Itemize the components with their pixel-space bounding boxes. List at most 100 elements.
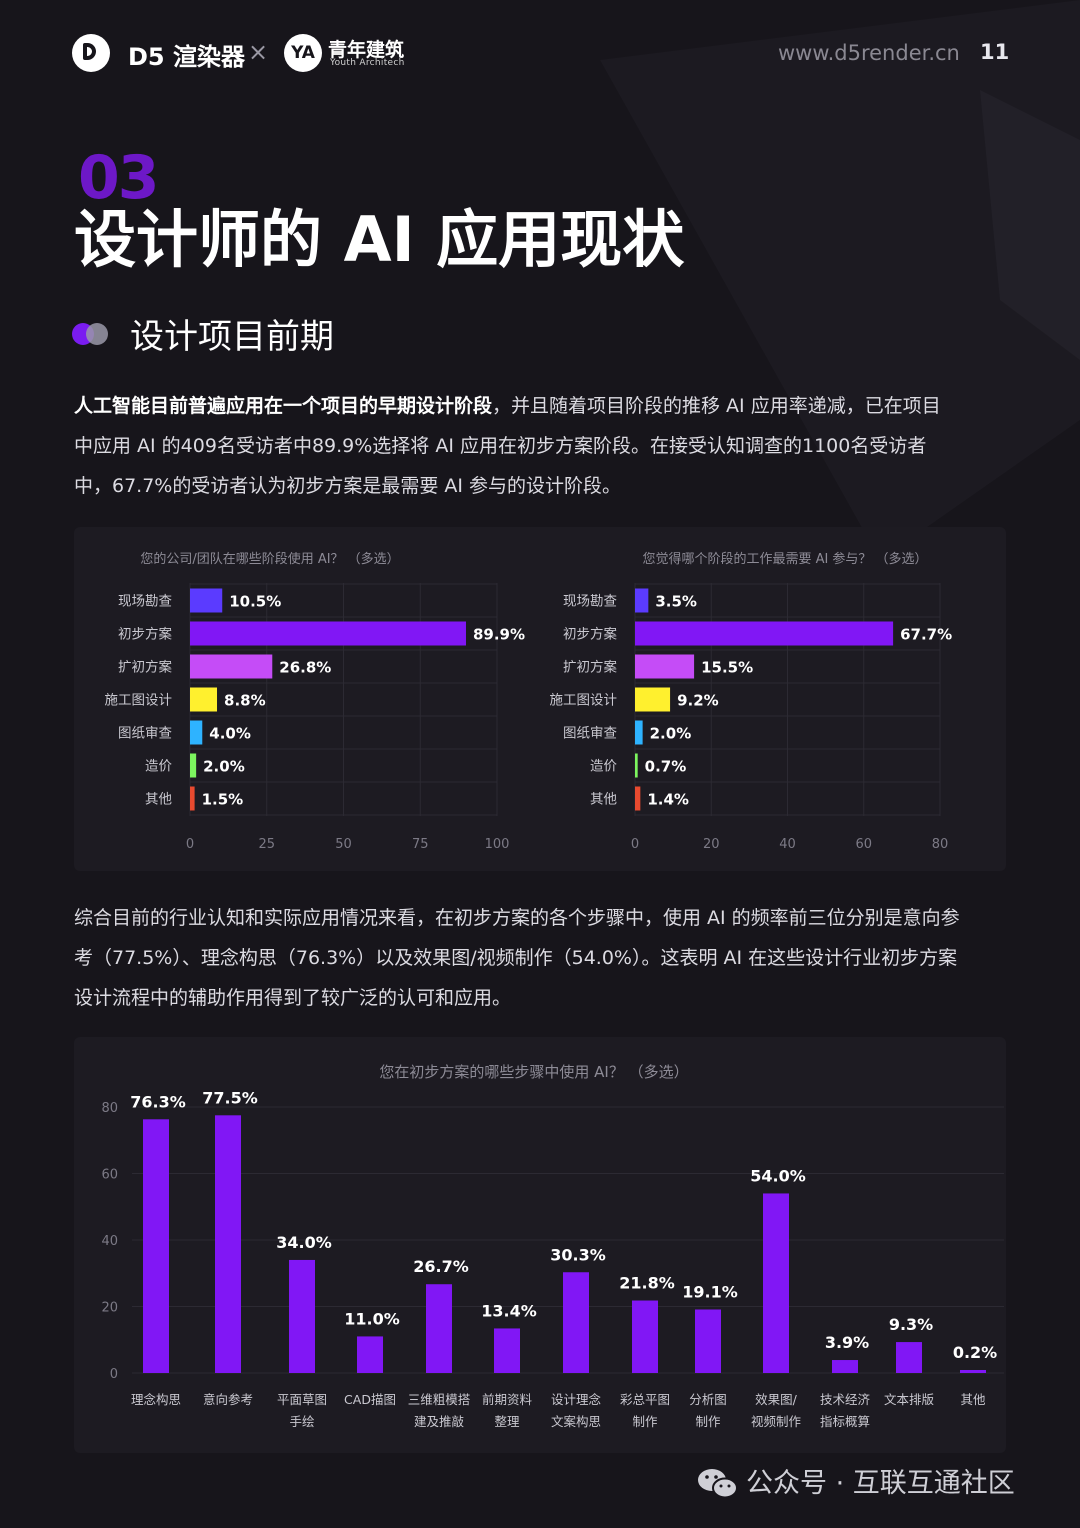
v-value-label: 11.0% xyxy=(344,1309,400,1328)
v-category-label: 整理 xyxy=(494,1414,520,1429)
h2-category-label: 图纸审查 xyxy=(563,726,617,742)
intro-line1-rest: ，并且随着项目阶段的推移 AI 应用率递减，已在项目 xyxy=(492,395,941,417)
v-bar xyxy=(563,1272,589,1373)
v-category-label: 理念构思 xyxy=(131,1392,181,1407)
h2-value-label: 67.7% xyxy=(900,626,952,644)
h1-category-label: 初步方案 xyxy=(118,626,172,643)
section-subtitle: 设计项目前期 xyxy=(130,317,334,357)
footer-text: 公众号 · 互联互通社区 xyxy=(746,1468,1015,1499)
h2-bar xyxy=(635,753,638,778)
h1-chart-title: 您的公司/团队在哪些阶段使用 AI？ （多选） xyxy=(140,551,399,567)
v-value-label: 54.0% xyxy=(750,1166,806,1185)
v-y-tick-label: 80 xyxy=(101,1101,118,1116)
h1-category-label: 扩初方案 xyxy=(118,659,172,676)
intro-bold-text: 人工智能目前普遍应用在一个项目的早期设计阶段 xyxy=(74,395,493,417)
h1-bar xyxy=(190,654,273,679)
h1-category-label: 施工图设计 xyxy=(105,693,173,709)
h1-value-label: 89.9% xyxy=(473,626,525,644)
h1-value-label: 2.0% xyxy=(203,758,245,776)
h2-value-label: 1.4% xyxy=(647,791,689,809)
h2-bar xyxy=(635,786,641,811)
v-y-tick-label: 0 xyxy=(110,1367,118,1382)
summary-line3: 设计流程中的辅助作用得到了较广泛的认可和应用。 xyxy=(74,987,512,1009)
intro-line2: 中应用 AI 的409名受访者中89.9%选择将 AI 应用在初步方案阶段。在接… xyxy=(74,435,927,457)
v-category-label: 指标概算 xyxy=(820,1414,870,1429)
v-category-label: 制作 xyxy=(632,1414,658,1429)
v-bar xyxy=(896,1342,922,1373)
h1-category-label: 造价 xyxy=(145,759,172,775)
v-category-label: 效果图/ xyxy=(755,1392,798,1407)
v-y-tick-label: 60 xyxy=(101,1168,118,1183)
v-value-label: 9.3% xyxy=(889,1315,933,1334)
v-category-label: 彩总平图 xyxy=(620,1392,670,1407)
v-category-label: 文案构思 xyxy=(551,1414,601,1429)
d5-logo-icon xyxy=(72,34,110,72)
h1-category-label: 其他 xyxy=(145,792,172,808)
h2-category-label: 造价 xyxy=(590,759,618,775)
v-bar xyxy=(832,1360,858,1373)
v-bar xyxy=(143,1119,169,1373)
summary-line2: 考（77.5%）、理念构思（76.3%）以及效果图/视频制作（54.0%）。这表… xyxy=(74,947,958,969)
v-value-label: 3.9% xyxy=(825,1333,869,1352)
h1-bar xyxy=(190,753,197,778)
page-title: 设计师的 AI 应用现状 xyxy=(74,203,685,276)
page-number: 11 xyxy=(980,40,1010,64)
v-category-label: 技术经济 xyxy=(820,1392,871,1407)
cross-separator: × xyxy=(248,38,269,66)
steps-chart-svg: 您在初步方案的哪些步骤中使用 AI？ （多选） 0 20 40 60 80 76.3% 理念构… xyxy=(101,1063,1004,1429)
v-chart-title: 您在初步方案的哪些步骤中使用 AI？ （多选） xyxy=(379,1063,688,1081)
v-bar xyxy=(494,1328,520,1373)
h2-value-label: 2.0% xyxy=(650,725,692,743)
intro-line3: 中，67.7%的受访者认为初步方案是最需要 AI 参与的设计阶段。 xyxy=(74,475,622,497)
h2-x-tick-label: 40 xyxy=(779,837,796,852)
h1-bar xyxy=(190,720,203,745)
h2-chart-title: 您觉得哪个阶段的工作最需要 AI 参与？ （多选） xyxy=(642,551,927,567)
v-value-label: 26.7% xyxy=(413,1257,469,1276)
v-category-label: 设计理念 xyxy=(551,1392,602,1407)
h2-bar xyxy=(635,720,643,745)
h2-value-label: 15.5% xyxy=(701,659,753,677)
youth-architect-logo-icon: YA xyxy=(284,34,322,72)
h2-x-tick-label: 0 xyxy=(631,837,639,852)
steps-chart-card: 您在初步方案的哪些步骤中使用 AI？ （多选） 0 20 40 60 80 76.3% 理念构… xyxy=(74,1037,1006,1453)
v-y-tick-label: 40 xyxy=(101,1234,118,1249)
v-value-label: 21.8% xyxy=(619,1274,675,1293)
h2-category-label: 扩初方案 xyxy=(563,659,617,676)
h1-x-tick-label: 0 xyxy=(186,837,194,852)
v-category-label: 手绘 xyxy=(289,1414,314,1429)
h1-x-tick-label: 25 xyxy=(258,837,275,852)
h2-bar xyxy=(635,588,649,613)
h2-bar xyxy=(635,654,695,679)
h1-value-label: 26.8% xyxy=(279,659,331,677)
h1-value-label: 1.5% xyxy=(202,791,244,809)
h1-x-tick-label: 50 xyxy=(335,837,352,852)
h1-bar xyxy=(190,621,466,646)
v-category-label: 意向参考 xyxy=(203,1392,253,1407)
v-bar xyxy=(357,1336,383,1373)
h2-value-label: 3.5% xyxy=(655,593,697,611)
v-y-tick-label: 20 xyxy=(101,1301,118,1316)
v-category-label: 三维粗模搭 xyxy=(408,1392,471,1407)
h2-category-label: 其他 xyxy=(590,792,617,808)
section-number: 03 xyxy=(78,143,159,213)
site-url: www.d5render.cn xyxy=(778,41,960,65)
v-bar xyxy=(632,1300,658,1373)
v-bar xyxy=(763,1193,789,1373)
header: D5 渲染器 × YA 青年建筑 Youth Architech www.d5r… xyxy=(72,30,1012,78)
v-bar xyxy=(426,1284,452,1373)
v-value-label: 34.0% xyxy=(276,1233,332,1252)
h1-value-label: 4.0% xyxy=(209,725,251,743)
h2-x-tick-label: 80 xyxy=(932,837,949,852)
v-category-label: 文本排版 xyxy=(884,1392,935,1407)
v-category-label: 分析图 xyxy=(689,1392,727,1407)
v-category-label: CAD描图 xyxy=(344,1392,396,1407)
v-bar xyxy=(215,1115,241,1373)
v-category-label: 其他 xyxy=(960,1392,986,1407)
v-value-label: 30.3% xyxy=(550,1245,606,1264)
v-value-label: 0.2% xyxy=(953,1343,997,1362)
summary-line1: 综合目前的行业认知和实际应用情况来看，在初步方案的各个步骤中，使用 AI 的频率… xyxy=(74,907,960,929)
wechat-icon xyxy=(698,1469,738,1499)
v-category-label: 视频制作 xyxy=(751,1414,802,1429)
h2-category-label: 初步方案 xyxy=(563,626,617,643)
h1-x-tick-label: 100 xyxy=(485,837,510,852)
